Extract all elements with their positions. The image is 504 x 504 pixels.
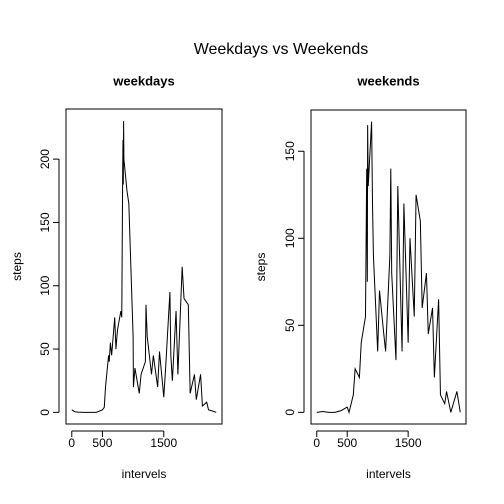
y-tick-label: 0 [283,409,297,416]
y-tick-label: 50 [283,318,297,332]
x-tick-label: 500 [337,436,357,450]
y-tick-label: 100 [38,275,52,295]
x-axis-label: intervels [366,467,411,481]
y-tick-label: 200 [38,149,52,169]
y-axis-label: steps [10,252,24,281]
x-tick-label: 1500 [150,436,177,450]
data-line [316,121,461,415]
y-tick-label: 150 [38,212,52,232]
y-axis-label: steps [254,253,268,282]
x-tick-label: 500 [92,436,112,450]
panel-title: weekends [356,73,419,88]
y-tick-label: 150 [283,141,297,161]
y-tick-label: 100 [283,228,297,248]
y-tick-label: 50 [38,342,52,356]
data-line [71,121,217,413]
plot-box [310,109,467,425]
x-tick-label: 1500 [395,436,422,450]
x-tick-label: 0 [68,436,75,450]
plot-box [65,108,223,425]
page-title: Weekdays vs Weekends [194,41,369,58]
y-tick-label: 0 [38,409,52,416]
panel-title: weekdays [112,73,174,88]
x-axis-label: intervels [122,467,167,481]
x-tick-label: 0 [313,436,320,450]
